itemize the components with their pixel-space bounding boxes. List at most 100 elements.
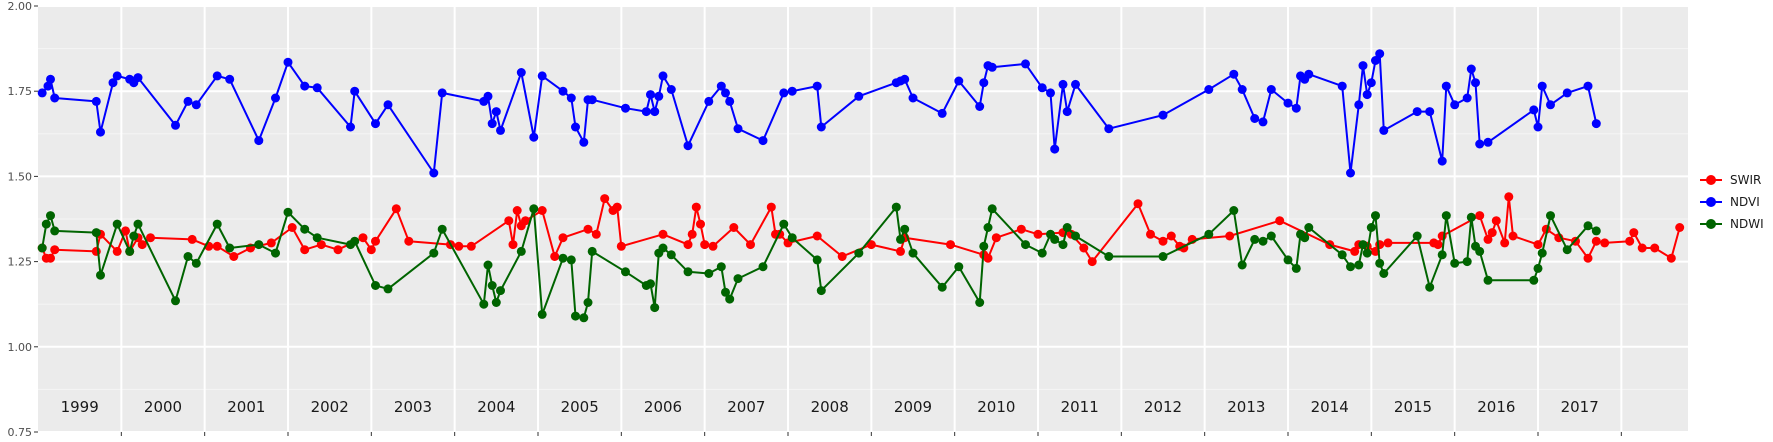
- data-point: [1337, 250, 1347, 260]
- data-point: [587, 246, 597, 256]
- data-point: [658, 243, 668, 253]
- data-point: [683, 240, 693, 250]
- data-point: [254, 136, 264, 146]
- data-point: [1016, 224, 1026, 234]
- data-point: [896, 234, 905, 244]
- data-point: [183, 252, 193, 261]
- data-point: [696, 219, 705, 229]
- data-point: [1433, 240, 1443, 250]
- data-point: [191, 258, 201, 268]
- series-swir: [37, 192, 1685, 267]
- data-point: [133, 219, 143, 229]
- data-point: [733, 124, 743, 134]
- data-point: [1133, 199, 1143, 209]
- data-point: [271, 248, 280, 258]
- data-point: [704, 96, 714, 106]
- data-point: [1375, 258, 1385, 268]
- data-point: [558, 253, 568, 263]
- data-point: [171, 296, 180, 306]
- legend: SWIR NDVI NDWI: [1700, 173, 1764, 231]
- data-point: [979, 241, 989, 251]
- y-tick-label: 1.75: [8, 85, 33, 98]
- data-point: [1062, 223, 1072, 232]
- data-point: [1087, 257, 1097, 267]
- data-point: [1021, 59, 1030, 69]
- data-point: [975, 298, 985, 307]
- data-point: [391, 204, 401, 214]
- data-point: [1354, 260, 1364, 270]
- year-label: 2008: [811, 398, 849, 416]
- data-point: [129, 231, 139, 241]
- data-point: [371, 119, 380, 129]
- y-axis: 0.75 1.00 1.25 1.50 1.75 2.00: [8, 0, 38, 439]
- data-point: [1466, 64, 1476, 74]
- data-point: [312, 233, 322, 243]
- data-point: [537, 71, 547, 81]
- data-point: [1291, 263, 1301, 273]
- data-point: [312, 83, 322, 93]
- data-point: [1046, 88, 1055, 98]
- data-point: [346, 122, 355, 132]
- year-label: 2002: [311, 398, 349, 416]
- data-point: [566, 93, 576, 103]
- data-point: [946, 240, 955, 250]
- data-point: [1371, 56, 1380, 65]
- data-point: [787, 86, 797, 96]
- data-point: [1375, 240, 1385, 250]
- data-point: [491, 298, 501, 307]
- data-point: [1379, 269, 1389, 278]
- data-point: [1600, 238, 1610, 248]
- data-point: [1358, 240, 1368, 250]
- data-point: [900, 74, 910, 84]
- data-point: [112, 246, 122, 256]
- data-point: [616, 241, 626, 251]
- data-point: [1583, 253, 1593, 263]
- data-point: [729, 223, 739, 232]
- data-point: [1412, 107, 1422, 117]
- data-point: [316, 240, 326, 250]
- data-point: [171, 120, 180, 130]
- data-point: [1675, 223, 1685, 232]
- data-point: [1258, 117, 1268, 127]
- data-point: [700, 240, 710, 250]
- data-point: [1462, 93, 1472, 103]
- data-point: [404, 236, 414, 246]
- data-point: [1237, 85, 1247, 94]
- data-point: [1375, 49, 1385, 59]
- data-point: [812, 255, 822, 265]
- data-point: [496, 286, 505, 296]
- data-point: [1504, 192, 1514, 202]
- data-point: [987, 204, 997, 214]
- data-point: [1158, 252, 1168, 261]
- data-point: [1583, 221, 1593, 231]
- data-point: [1346, 168, 1355, 178]
- data-point: [896, 246, 905, 256]
- data-point: [1441, 81, 1451, 91]
- year-label: 2009: [894, 398, 932, 416]
- data-point: [1591, 236, 1601, 246]
- data-point: [733, 274, 743, 284]
- data-point: [1412, 231, 1422, 241]
- data-point: [437, 88, 447, 98]
- data-point: [779, 88, 789, 98]
- data-point: [187, 234, 197, 244]
- data-point: [1266, 231, 1276, 241]
- data-point: [650, 303, 660, 313]
- data-point: [1250, 114, 1260, 123]
- data-point: [1533, 263, 1543, 273]
- data-point: [1425, 282, 1435, 292]
- data-point: [1337, 81, 1347, 91]
- data-point: [758, 136, 768, 146]
- data-point: [112, 71, 122, 81]
- data-point: [1275, 216, 1285, 226]
- data-point: [571, 311, 580, 321]
- data-point: [587, 95, 597, 105]
- data-point: [854, 91, 864, 101]
- x-axis: 1999 2000 2001 2002 2003 2004 2005 2006 2007 2008…: [61, 398, 1622, 436]
- data-point: [487, 281, 497, 290]
- data-point: [891, 202, 901, 212]
- data-point: [491, 107, 501, 117]
- year-label: 2006: [644, 398, 682, 416]
- data-point: [983, 253, 993, 263]
